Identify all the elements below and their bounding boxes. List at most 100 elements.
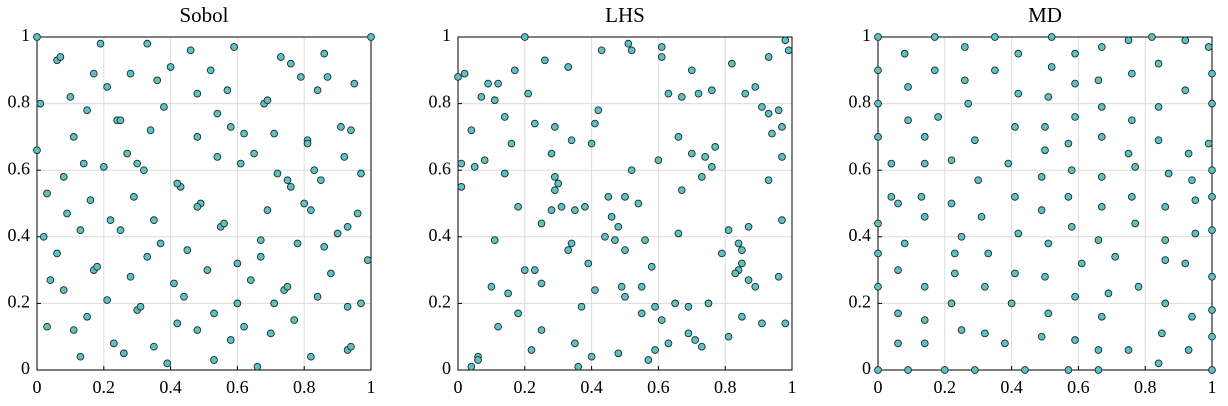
point	[960, 76, 969, 85]
point	[1004, 159, 1013, 168]
x-tick-label: 0.6	[226, 377, 249, 397]
point	[1011, 192, 1019, 201]
point	[764, 109, 773, 118]
point	[621, 192, 629, 201]
point	[59, 286, 68, 294]
point	[1014, 229, 1023, 238]
point	[920, 212, 929, 221]
point	[1161, 299, 1170, 308]
point	[1044, 309, 1053, 318]
point	[587, 139, 596, 148]
point	[246, 276, 255, 284]
point	[96, 39, 105, 48]
y-tick-label: 0	[21, 358, 30, 378]
point	[1184, 149, 1193, 158]
point	[981, 329, 989, 338]
point	[210, 356, 218, 364]
y-tick-label: 0.8	[8, 92, 31, 112]
point	[307, 206, 315, 215]
point	[1204, 139, 1213, 148]
point	[758, 103, 766, 111]
point	[1071, 336, 1079, 344]
point	[584, 259, 593, 268]
point	[574, 362, 583, 371]
point	[313, 86, 322, 95]
point	[53, 249, 61, 258]
point	[153, 76, 162, 85]
point	[694, 89, 703, 98]
y-tick-label: 0	[862, 358, 871, 378]
point	[273, 169, 282, 178]
point	[226, 123, 235, 131]
point	[964, 99, 973, 108]
y-tick-label: 0.8	[429, 92, 452, 112]
point	[774, 272, 783, 281]
point	[240, 322, 248, 331]
point	[357, 169, 365, 178]
point	[704, 299, 713, 308]
y-tick-label: 0.2	[429, 292, 452, 312]
point	[657, 53, 666, 61]
x-tick-label: 0.8	[293, 377, 316, 397]
point	[76, 226, 85, 234]
y-tick-label: 0.4	[429, 225, 452, 245]
point	[33, 146, 41, 155]
point	[1154, 359, 1163, 368]
plot-frame	[877, 36, 1213, 371]
point	[83, 312, 91, 321]
chart-title: Sobol	[179, 3, 228, 27]
point	[627, 166, 636, 175]
point	[1208, 272, 1216, 281]
point	[1208, 166, 1216, 175]
point	[1124, 346, 1133, 354]
point	[1164, 169, 1173, 178]
chart-title: MD	[1028, 3, 1062, 27]
point	[571, 206, 579, 215]
point	[150, 342, 158, 351]
point	[343, 302, 352, 311]
point	[744, 222, 753, 231]
point	[654, 156, 663, 165]
point	[106, 216, 115, 225]
point	[1064, 366, 1073, 374]
point	[119, 349, 128, 358]
point	[621, 246, 629, 254]
point	[778, 216, 786, 225]
point	[741, 89, 750, 98]
point	[684, 329, 693, 338]
point	[551, 123, 559, 131]
point	[1097, 312, 1106, 321]
point	[1161, 202, 1170, 211]
point	[1037, 173, 1046, 181]
point	[664, 89, 673, 98]
point	[778, 123, 786, 131]
point	[564, 246, 573, 254]
point	[758, 319, 766, 328]
point	[551, 173, 559, 181]
chart-title: LHS	[605, 3, 645, 27]
point	[467, 362, 476, 371]
point	[253, 362, 262, 371]
point	[460, 69, 469, 78]
point	[587, 352, 596, 361]
point	[183, 246, 192, 254]
point	[474, 356, 482, 364]
point	[256, 252, 265, 261]
point	[1097, 173, 1106, 181]
point	[537, 219, 546, 228]
point	[457, 183, 466, 191]
y-tick-label: 0.2	[8, 292, 31, 312]
point	[286, 59, 295, 68]
point	[738, 312, 746, 321]
point	[1097, 202, 1106, 211]
point	[701, 153, 710, 161]
point	[874, 99, 882, 108]
point	[624, 39, 633, 48]
point	[571, 339, 579, 348]
point	[1071, 49, 1079, 58]
point	[940, 366, 949, 374]
point	[1097, 133, 1106, 141]
point	[894, 309, 902, 318]
point	[1154, 59, 1163, 68]
point	[46, 276, 55, 284]
